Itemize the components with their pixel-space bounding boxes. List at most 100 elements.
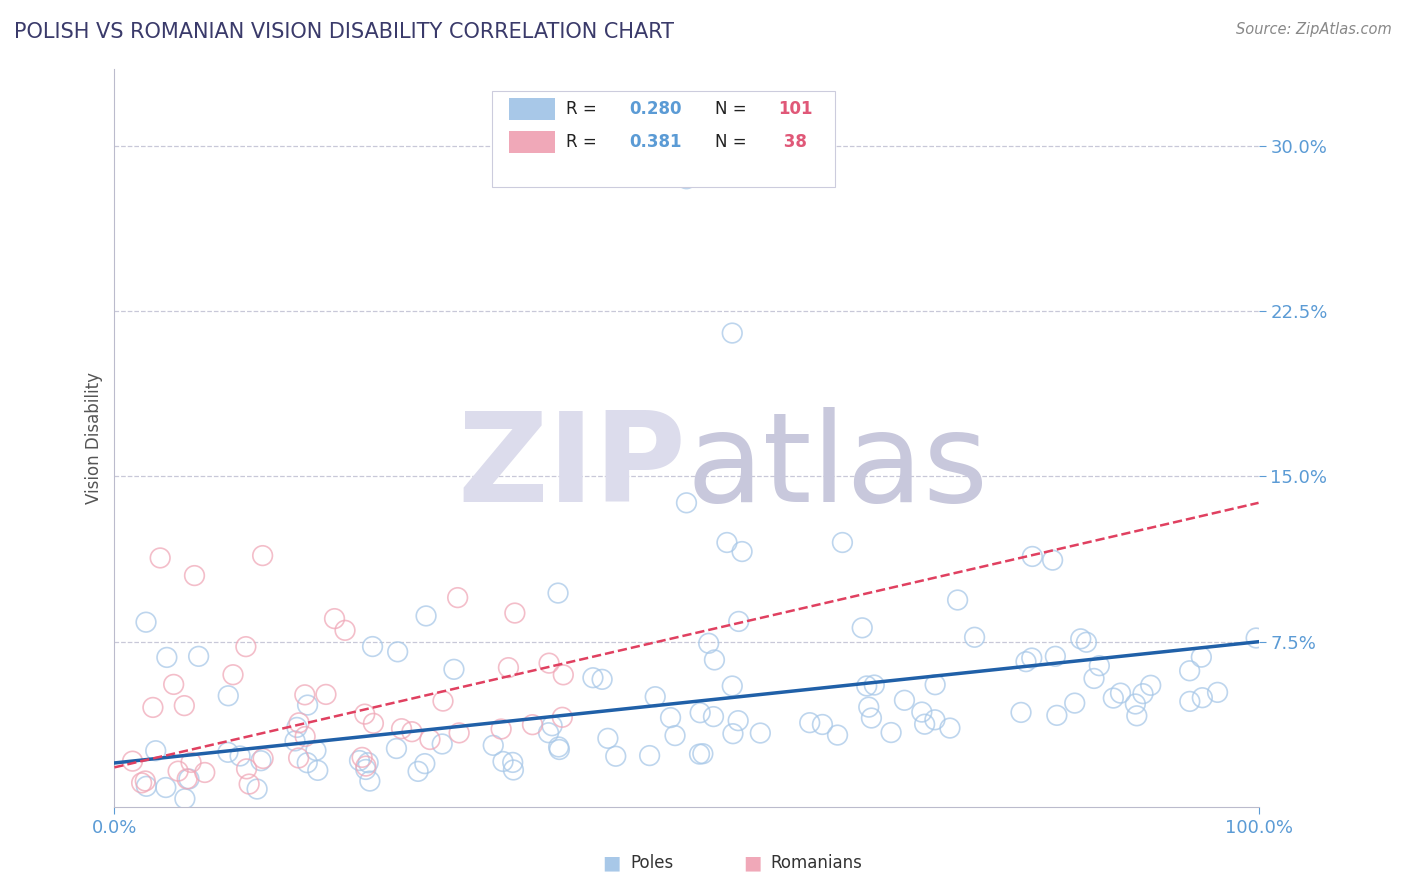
Point [238, 777, 260, 791]
Text: 0.381: 0.381 [630, 134, 682, 152]
Point [180, 756, 202, 770]
Point [413, 756, 436, 771]
Point [547, 586, 569, 600]
Point [664, 729, 686, 743]
Text: Poles: Poles [630, 855, 673, 872]
Point [288, 715, 311, 730]
Point [703, 653, 725, 667]
Point [731, 544, 754, 558]
Text: POLISH VS ROMANIAN VISION DISABILITY CORRELATION CHART: POLISH VS ROMANIAN VISION DISABILITY COR… [14, 22, 673, 42]
Point [443, 662, 465, 676]
Point [305, 743, 328, 757]
Text: ■: ■ [602, 854, 621, 872]
Text: ■: ■ [742, 854, 762, 872]
Point [156, 650, 179, 665]
Point [1088, 658, 1111, 673]
Point [252, 751, 274, 765]
Text: R =: R = [567, 100, 602, 118]
Point [492, 755, 515, 769]
Point [121, 754, 143, 768]
Point [553, 668, 575, 682]
Point [284, 734, 307, 748]
Point [135, 615, 157, 630]
Point [689, 706, 711, 720]
Point [551, 710, 574, 724]
Point [250, 754, 273, 768]
Point [1070, 632, 1092, 646]
Point [1021, 549, 1043, 564]
Point [502, 756, 524, 770]
Point [155, 780, 177, 795]
Point [1063, 696, 1085, 710]
Point [217, 745, 239, 759]
Point [177, 772, 200, 786]
Point [1126, 708, 1149, 723]
Point [145, 744, 167, 758]
Point [246, 782, 269, 797]
Point [1042, 553, 1064, 567]
Text: N =: N = [716, 134, 752, 152]
Text: 38: 38 [778, 134, 807, 152]
Point [1244, 631, 1267, 645]
Point [187, 649, 209, 664]
Point [644, 690, 666, 704]
Point [167, 764, 190, 779]
Point [498, 660, 520, 674]
Point [194, 765, 217, 780]
Text: ZIP: ZIP [458, 407, 686, 528]
Point [401, 724, 423, 739]
Point [173, 791, 195, 805]
Point [1010, 706, 1032, 720]
Point [547, 739, 569, 754]
Point [333, 624, 356, 638]
Point [924, 678, 946, 692]
Point [811, 717, 834, 731]
Point [323, 612, 346, 626]
Text: Romanians: Romanians [770, 855, 862, 872]
Point [1178, 664, 1201, 678]
Point [406, 764, 429, 779]
Point [939, 721, 962, 735]
Text: N =: N = [716, 100, 752, 118]
Point [419, 732, 441, 747]
Point [502, 763, 524, 777]
Point [541, 719, 564, 733]
Point [294, 730, 316, 744]
Text: 0.280: 0.280 [630, 100, 682, 118]
Point [449, 726, 471, 740]
Point [287, 751, 309, 765]
Point [1046, 708, 1069, 723]
Point [352, 750, 374, 764]
Point [149, 550, 172, 565]
Point [591, 673, 613, 687]
Point [142, 700, 165, 714]
Point [548, 742, 571, 756]
Point [235, 640, 257, 654]
Point [538, 656, 561, 670]
Point [1178, 694, 1201, 708]
Point [855, 679, 877, 693]
Point [432, 694, 454, 708]
Point [721, 679, 744, 693]
Point [689, 747, 711, 761]
Point [229, 749, 252, 764]
Point [914, 717, 936, 731]
Point [391, 722, 413, 736]
Point [163, 677, 186, 691]
Point [827, 728, 849, 742]
Point [1139, 678, 1161, 692]
Point [1021, 651, 1043, 665]
Point [716, 535, 738, 549]
Point [252, 549, 274, 563]
Point [173, 698, 195, 713]
Text: atlas: atlas [686, 407, 988, 528]
Point [217, 689, 239, 703]
Point [387, 645, 409, 659]
Point [357, 756, 380, 770]
Point [831, 535, 853, 549]
Point [858, 700, 880, 714]
Point [176, 772, 198, 786]
Point [522, 717, 544, 731]
Point [354, 759, 377, 773]
Y-axis label: Vision Disability: Vision Disability [86, 372, 103, 504]
